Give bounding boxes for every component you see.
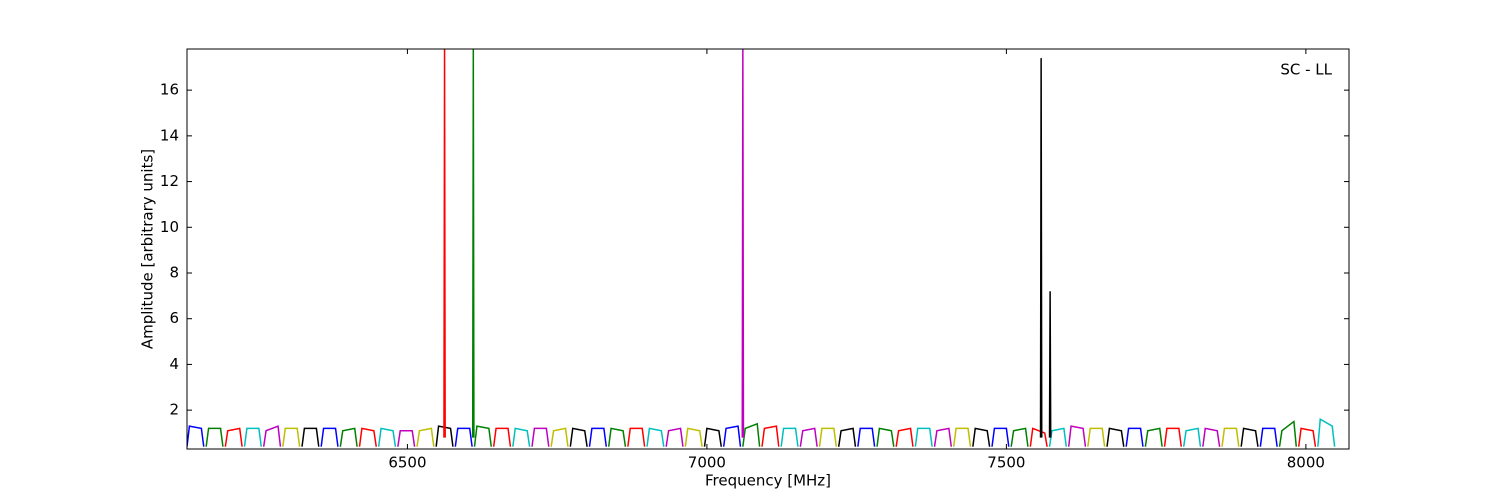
spectrum-line — [205, 427, 224, 447]
annotation: SC - LL — [1280, 61, 1332, 79]
spectrum-line — [397, 429, 416, 447]
y-tick-label: 8 — [169, 264, 179, 282]
spectrum-line — [531, 427, 550, 447]
spectrum-line — [627, 427, 646, 447]
spectrum-line — [1278, 420, 1298, 447]
y-axis-label: Amplitude [arbitrary units] — [139, 149, 157, 349]
spectrum-line — [1048, 291, 1052, 438]
spectrum-line — [991, 427, 1010, 447]
spectrum-line — [473, 425, 493, 447]
spectrum-line — [607, 427, 627, 447]
spectrum-line — [857, 427, 876, 447]
spectrum-line — [646, 427, 665, 447]
spectrum-line — [1163, 427, 1183, 447]
spectrum-line — [1144, 427, 1163, 447]
y-tick-label: 4 — [169, 355, 179, 373]
spectrum-line — [933, 427, 953, 447]
spectrum-line — [1125, 427, 1144, 447]
spectrum-line — [550, 427, 569, 447]
spectrum-line — [952, 427, 972, 447]
axes-frame — [186, 48, 1350, 450]
spectrum-line — [1297, 427, 1317, 447]
spectrum-line — [588, 427, 608, 447]
spectrum-line — [741, 49, 745, 438]
spectrum-line — [282, 427, 301, 447]
spectrum-line — [1221, 427, 1240, 447]
spectrum-line — [301, 427, 320, 447]
x-tick-label: 7000 — [688, 454, 726, 472]
spectrum-line — [1029, 427, 1048, 447]
spectrum-line — [1039, 58, 1043, 438]
spectrum-line — [224, 427, 243, 447]
spectrum-line — [1317, 418, 1336, 447]
spectrum-line — [972, 427, 991, 447]
spectrum-line — [818, 427, 838, 447]
spectrum-line — [742, 422, 761, 447]
spectrum-line — [569, 427, 588, 447]
y-tick-label: 2 — [169, 401, 179, 419]
spectrum-line — [492, 427, 512, 447]
y-tick-label: 16 — [160, 81, 179, 99]
spectrum-line — [780, 427, 799, 447]
y-tick-label: 6 — [169, 309, 179, 327]
spectrum-line — [1087, 427, 1106, 447]
spectrum-line — [1259, 427, 1278, 447]
x-tick-label: 8000 — [1287, 454, 1325, 472]
y-tick-label: 10 — [160, 218, 179, 236]
spectrum-line — [1010, 427, 1029, 447]
spectrum-line — [443, 49, 446, 438]
spectrum-line — [1048, 427, 1068, 447]
spectrum-line — [187, 425, 205, 447]
plot-area — [187, 49, 1336, 447]
x-axis-label: Frequency [MHz] — [705, 472, 831, 490]
spectrum-line — [1067, 425, 1087, 447]
spectrum-line — [339, 427, 358, 447]
spectrum-line — [876, 427, 895, 447]
spectrum-line — [1240, 427, 1259, 447]
spectrum-line — [703, 427, 723, 447]
x-tick-label: 7500 — [987, 454, 1025, 472]
spectrum-line — [914, 427, 933, 447]
x-tick-label: 6500 — [388, 454, 426, 472]
spectrum-line — [665, 427, 684, 447]
spectrum-line — [377, 427, 397, 447]
spectrum-line — [512, 427, 531, 447]
spectrum-line — [799, 427, 818, 447]
spectrum-line — [358, 427, 378, 447]
y-tick-label: 14 — [160, 126, 179, 144]
spectrum-line — [471, 49, 475, 438]
spectrum-line — [761, 425, 780, 447]
spectrum-line — [262, 425, 282, 447]
spectrum-line — [320, 427, 339, 447]
y-tick-label: 12 — [160, 172, 179, 190]
spectrum-line — [243, 427, 263, 447]
spectrum-line — [684, 427, 703, 447]
spectrum-line — [837, 427, 857, 447]
spectrum-line — [722, 425, 742, 447]
spectrum-line — [1182, 427, 1202, 447]
spectrum-line — [454, 427, 473, 447]
spectrum-line — [1202, 427, 1221, 447]
spectrum-line — [1106, 427, 1125, 447]
spectrum-line — [895, 427, 914, 447]
spectrum-line — [416, 427, 435, 447]
